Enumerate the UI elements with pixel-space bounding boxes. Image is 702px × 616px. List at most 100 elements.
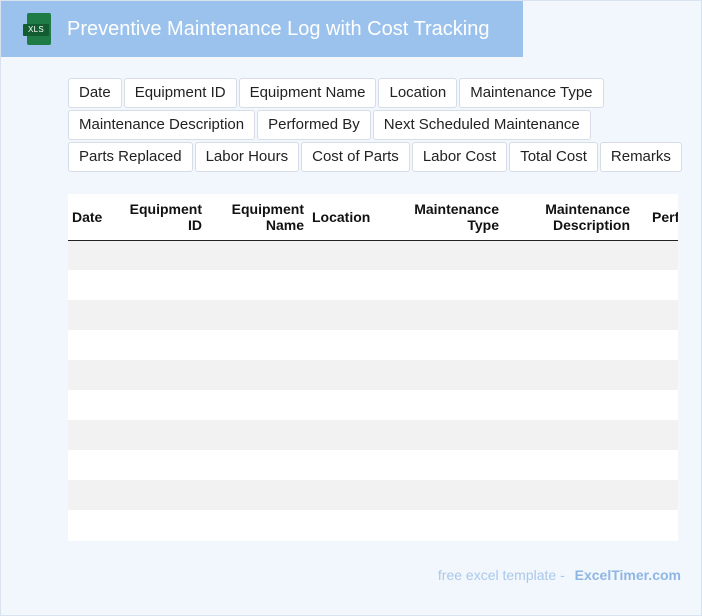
chip-location[interactable]: Location [378,78,458,108]
table-cell[interactable] [503,360,634,390]
table-cell[interactable] [503,450,634,480]
table-cell[interactable] [634,330,678,360]
chip-cost-of-parts[interactable]: Cost of Parts [301,142,410,172]
table-cell[interactable] [206,270,308,300]
table-cell[interactable] [118,270,206,300]
table-cell[interactable] [206,390,308,420]
table-cell[interactable] [206,360,308,390]
table-cell[interactable] [308,420,384,450]
table-cell[interactable] [308,450,384,480]
table-cell[interactable] [503,420,634,450]
table-cell[interactable] [68,360,118,390]
table-cell[interactable] [206,300,308,330]
table-cell[interactable] [118,390,206,420]
table-cell[interactable] [206,240,308,270]
table-cell[interactable] [118,330,206,360]
table-cell[interactable] [68,240,118,270]
table-cell[interactable] [384,480,503,510]
chip-date[interactable]: Date [68,78,122,108]
table-cell[interactable] [68,420,118,450]
table-cell[interactable] [308,360,384,390]
table-cell[interactable] [634,360,678,390]
table-cell[interactable] [384,270,503,300]
table-cell[interactable] [503,480,634,510]
col-header-date[interactable]: Date [68,194,118,241]
table-cell[interactable] [118,510,206,540]
table-cell[interactable] [118,450,206,480]
chip-labor-cost[interactable]: Labor Cost [411,142,508,172]
table-cell[interactable] [384,360,503,390]
chip-labor-hours[interactable]: Labor Hours [194,142,300,172]
table-cell[interactable] [634,420,678,450]
table-cell[interactable] [503,300,634,330]
table-cell[interactable] [68,270,118,300]
table-cell[interactable] [68,480,118,510]
table-cell[interactable] [118,240,206,270]
table-cell[interactable] [384,420,503,450]
table-cell[interactable] [308,270,384,300]
table-cell[interactable] [308,480,384,510]
table-cell[interactable] [308,330,384,360]
table-row [68,330,678,360]
table-cell[interactable] [384,510,503,540]
table-row [68,480,678,510]
table-cell[interactable] [384,450,503,480]
table-cell[interactable] [634,390,678,420]
table-cell[interactable] [503,270,634,300]
table-cell[interactable] [68,450,118,480]
col-header-equipment-id[interactable]: Equipment ID [118,194,206,241]
table-cell[interactable] [634,270,678,300]
table-cell[interactable] [384,240,503,270]
table-cell[interactable] [634,300,678,330]
table-cell[interactable] [634,240,678,270]
table-cell[interactable] [118,360,206,390]
chip-performed-by[interactable]: Performed By [257,110,371,140]
table-cell[interactable] [118,300,206,330]
table-cell[interactable] [308,300,384,330]
table-cell[interactable] [384,300,503,330]
log-table-container[interactable]: Date Equipment ID Equipment Name Location … [68,194,678,541]
table-cell[interactable] [68,300,118,330]
chip-next-scheduled-maintenance[interactable]: Next Scheduled Maintenance [372,110,591,140]
col-header-equipment-name[interactable]: Equipment Name [206,194,308,241]
chip-total-cost[interactable]: Total Cost [509,142,598,172]
table-cell[interactable] [206,510,308,540]
table-cell[interactable] [68,330,118,360]
footer-brand-link[interactable]: ExcelTimer.com [574,567,681,583]
chip-maintenance-description[interactable]: Maintenance Description [68,110,256,140]
table-cell[interactable] [68,390,118,420]
table-cell[interactable] [308,240,384,270]
chip-equipment-id[interactable]: Equipment ID [123,78,237,108]
footer-prefix: free excel template - [437,567,565,583]
table-row [68,390,678,420]
table-cell[interactable] [206,420,308,450]
table-cell[interactable] [503,330,634,360]
chip-equipment-name[interactable]: Equipment Name [238,78,377,108]
table-row [68,450,678,480]
table-cell[interactable] [634,510,678,540]
table-cell[interactable] [206,450,308,480]
table-cell[interactable] [118,420,206,450]
col-header-maintenance-description[interactable]: Maintenance Description [503,194,634,241]
table-cell[interactable] [634,450,678,480]
col-header-performed-by[interactable]: Performed By [634,194,678,241]
table-row [68,240,678,270]
col-header-location[interactable]: Location [308,194,384,241]
col-header-maintenance-type[interactable]: Maintenance Type [384,194,503,241]
table-cell[interactable] [68,510,118,540]
page-title: Preventive Maintenance Log with Cost Tra… [67,17,490,40]
table-cell[interactable] [308,510,384,540]
table-cell[interactable] [206,330,308,360]
chip-maintenance-type[interactable]: Maintenance Type [459,78,604,108]
table-cell[interactable] [503,390,634,420]
chip-remarks[interactable]: Remarks [599,142,682,172]
table-cell[interactable] [384,330,503,360]
table-cell[interactable] [503,510,634,540]
table-cell[interactable] [206,480,308,510]
chip-parts-replaced[interactable]: Parts Replaced [68,142,193,172]
table-cell[interactable] [384,390,503,420]
table-cell[interactable] [503,240,634,270]
table-cell[interactable] [308,390,384,420]
table-cell[interactable] [118,480,206,510]
table-cell[interactable] [634,480,678,510]
